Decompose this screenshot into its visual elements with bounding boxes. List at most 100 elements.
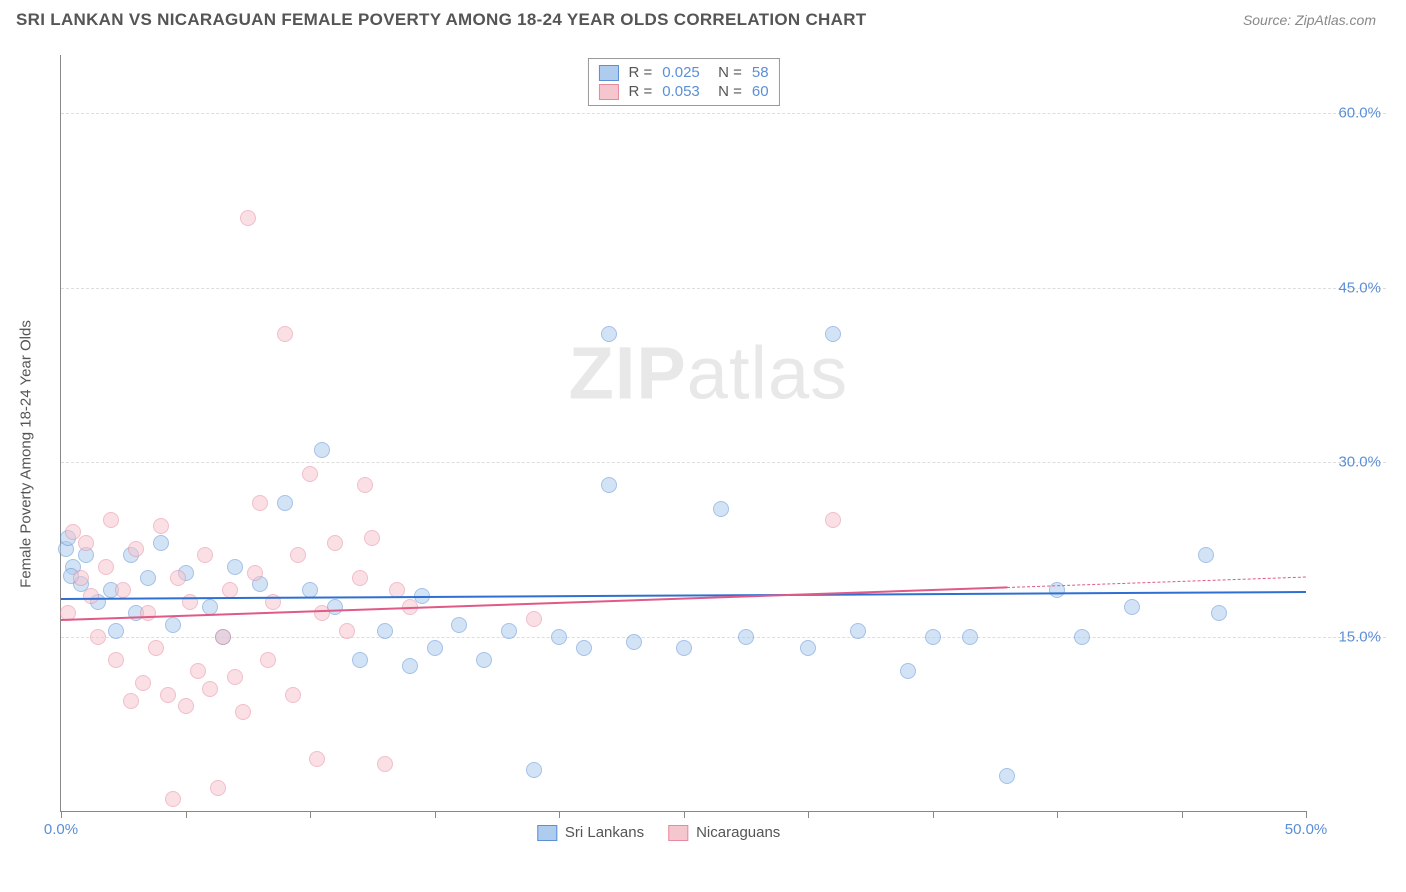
data-point [501,623,517,639]
legend-swatch [598,84,618,100]
stats-n-value: 58 [752,64,769,81]
data-point [178,698,194,714]
data-point [1198,547,1214,563]
y-tick-label: 60.0% [1338,105,1381,122]
data-point [235,704,251,720]
stats-n-label: N = [710,83,742,100]
series-legend-item: Sri Lankans [537,824,644,841]
stats-row: R = 0.053 N = 60 [598,82,768,101]
data-point [247,565,263,581]
data-point [103,512,119,528]
watermark-light: atlas [687,331,848,414]
grid-line [61,637,1386,638]
stats-r-value: 0.053 [662,83,700,100]
data-point [170,570,186,586]
data-point [285,687,301,703]
data-point [290,547,306,563]
grid-line [61,462,1386,463]
x-tick [559,811,560,818]
data-point [377,756,393,772]
x-tick [61,811,62,818]
data-point [364,530,380,546]
series-legend-item: Nicaraguans [668,824,780,841]
x-tick [684,811,685,818]
data-point [925,629,941,645]
legend-swatch [668,825,688,841]
watermark-bold: ZIP [569,331,687,414]
data-point [277,495,293,511]
data-point [309,751,325,767]
data-point [90,629,106,645]
data-point [123,693,139,709]
data-point [215,629,231,645]
data-point [148,640,164,656]
data-point [314,442,330,458]
x-tick-label: 50.0% [1285,821,1328,838]
data-point [738,629,754,645]
series-name: Sri Lankans [565,824,644,841]
source-label: Source: ZipAtlas.com [1243,12,1376,28]
grid-line [61,288,1386,289]
data-point [451,617,467,633]
data-point [900,663,916,679]
stats-row: R = 0.025 N = 58 [598,63,768,82]
data-point [153,518,169,534]
data-point [202,681,218,697]
y-axis-label: Female Poverty Among 18-24 Year Olds [18,320,35,588]
x-tick [933,811,934,818]
data-point [713,501,729,517]
data-point [1074,629,1090,645]
data-point [352,652,368,668]
x-tick [310,811,311,818]
chart-title: SRI LANKAN VS NICARAGUAN FEMALE POVERTY … [16,10,866,30]
x-tick [1306,811,1307,818]
data-point [601,326,617,342]
data-point [999,768,1015,784]
data-point [277,326,293,342]
series-legend: Sri Lankans Nicaraguans [537,824,780,841]
data-point [222,582,238,598]
data-point [377,623,393,639]
x-tick [435,811,436,818]
data-point [115,582,131,598]
stats-r-value: 0.025 [662,64,700,81]
stats-legend: R = 0.025 N = 58R = 0.053 N = 60 [587,58,779,106]
data-point [78,535,94,551]
stats-n-label: N = [710,64,742,81]
data-point [850,623,866,639]
legend-swatch [598,65,618,81]
data-point [260,652,276,668]
data-point [800,640,816,656]
data-point [551,629,567,645]
data-point [676,640,692,656]
data-point [427,640,443,656]
data-point [357,477,373,493]
data-point [128,541,144,557]
grid-line [61,113,1386,114]
data-point [197,547,213,563]
data-point [476,652,492,668]
data-point [352,570,368,586]
x-tick [186,811,187,818]
data-point [240,210,256,226]
data-point [227,559,243,575]
y-tick-label: 30.0% [1338,454,1381,471]
stats-r-label: R = [628,64,652,81]
data-point [165,617,181,633]
data-point [825,512,841,528]
y-tick-label: 45.0% [1338,279,1381,296]
data-point [314,605,330,621]
data-point [402,658,418,674]
data-point [1124,599,1140,615]
data-point [526,762,542,778]
data-point [73,570,89,586]
data-point [601,477,617,493]
x-tick [1057,811,1058,818]
data-point [98,559,114,575]
data-point [140,570,156,586]
data-point [1211,605,1227,621]
data-point [108,652,124,668]
data-point [165,791,181,807]
data-point [526,611,542,627]
data-point [182,594,198,610]
